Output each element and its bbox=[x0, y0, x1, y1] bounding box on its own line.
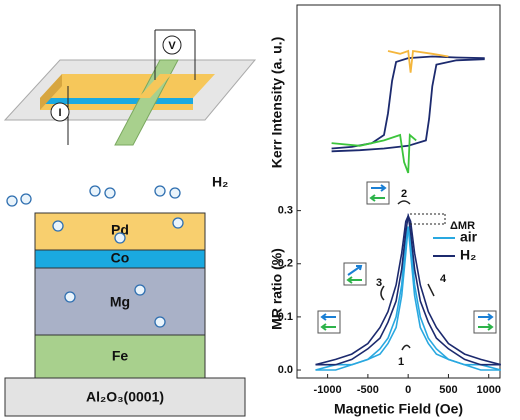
legend-label: H₂ bbox=[460, 247, 476, 263]
kerr-loop bbox=[331, 58, 485, 153]
probe-circle bbox=[162, 35, 182, 55]
x-tick-label: 500 bbox=[439, 384, 457, 396]
layer-label: Fe bbox=[112, 348, 129, 364]
annotation: ΔMR bbox=[450, 220, 475, 232]
y-axis-label: Kerr Intensity (a. u.) bbox=[269, 37, 285, 168]
turn-arrow bbox=[397, 200, 411, 205]
delta-mr-bracket bbox=[410, 213, 446, 225]
x-tick-label: -1000 bbox=[314, 384, 342, 396]
bubble bbox=[154, 185, 166, 197]
kerr-loop bbox=[331, 55, 485, 150]
probe-label: V bbox=[168, 40, 176, 52]
turn-arrow bbox=[380, 285, 385, 301]
mr-curve bbox=[315, 213, 502, 366]
magnetization-icons bbox=[317, 181, 497, 351]
annotation: 1 bbox=[398, 356, 404, 368]
icon-box bbox=[473, 310, 497, 334]
bubble bbox=[172, 217, 184, 229]
y-tick-label: 0.0 bbox=[278, 364, 293, 376]
y-axis-label: MR ratio (%) bbox=[269, 248, 285, 330]
bubble bbox=[64, 291, 76, 303]
x-tick-label: -500 bbox=[357, 384, 379, 396]
bubble bbox=[169, 187, 181, 199]
icon-box bbox=[317, 310, 341, 334]
kerr-loop bbox=[331, 133, 417, 174]
x-tick-label: 0 bbox=[405, 384, 411, 396]
probe-label: I bbox=[58, 107, 61, 119]
bubble bbox=[134, 284, 146, 296]
mg-layer bbox=[34, 267, 206, 336]
icon-arrow bbox=[320, 313, 336, 321]
icon-arrow bbox=[347, 265, 363, 276]
fe-layer bbox=[34, 334, 206, 379]
bubble bbox=[52, 220, 64, 232]
h2-bubbles bbox=[6, 185, 184, 328]
gas-label: H₂ bbox=[212, 174, 228, 190]
y-tick-label: 0.1 bbox=[278, 311, 293, 323]
icon-arrow bbox=[346, 276, 362, 284]
layer-stack: Pd Co Mg Fe Al₂O₃(0001) H₂ bbox=[4, 174, 246, 417]
annotation: 2 bbox=[401, 188, 407, 200]
bubble bbox=[104, 187, 116, 199]
strip-side bbox=[40, 104, 193, 110]
x-axis-label: Magnetic Field (Oe) bbox=[334, 401, 463, 417]
bubble bbox=[6, 195, 18, 207]
pd-strip bbox=[40, 74, 215, 98]
icon-arrow bbox=[369, 194, 385, 202]
bubble bbox=[89, 185, 101, 197]
bubble bbox=[154, 316, 166, 328]
device-schematic: I V bbox=[3, 29, 257, 146]
bubble bbox=[20, 193, 32, 205]
x-tick-label: 1000 bbox=[476, 384, 500, 396]
turn-arrow bbox=[401, 344, 411, 351]
layer-label: Mg bbox=[110, 294, 130, 310]
mr-curve bbox=[315, 226, 502, 371]
substrate bbox=[4, 377, 246, 417]
y-tick-label: 0.2 bbox=[278, 258, 293, 270]
strip-end bbox=[40, 74, 62, 110]
annotation: 4 bbox=[440, 273, 447, 285]
plot-frame bbox=[296, 4, 501, 379]
probe-circle bbox=[50, 102, 70, 122]
icon-arrow bbox=[478, 323, 494, 331]
substrate-label: Al₂O₃(0001) bbox=[86, 389, 164, 405]
icon-box bbox=[343, 262, 367, 286]
icon-arrow bbox=[478, 313, 494, 321]
annotation: 3 bbox=[376, 277, 382, 289]
legend-label: air bbox=[460, 229, 478, 245]
icon-arrow bbox=[371, 184, 387, 192]
kerr-loop bbox=[387, 49, 449, 73]
icon-arrow bbox=[320, 323, 336, 331]
layer-label: Co bbox=[111, 250, 130, 266]
icon-box bbox=[366, 181, 390, 205]
bubble bbox=[114, 232, 126, 244]
turn-arrow bbox=[427, 283, 435, 297]
y-tick-label: 0.3 bbox=[278, 205, 293, 217]
layer-label: Pd bbox=[111, 222, 129, 238]
strip-over bbox=[138, 74, 172, 98]
